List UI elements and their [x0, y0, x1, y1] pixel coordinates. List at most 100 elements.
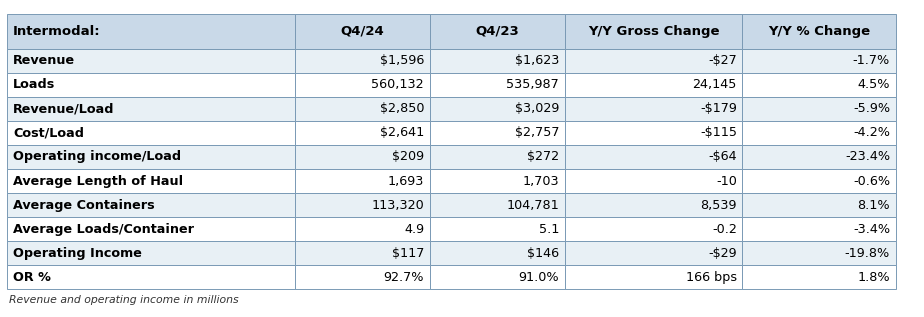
Text: -$179: -$179 [700, 102, 737, 115]
Bar [430, 217, 565, 241]
Text: 560,132: 560,132 [371, 78, 424, 91]
Text: Revenue: Revenue [13, 54, 75, 67]
Bar [743, 97, 895, 121]
Text: $209: $209 [392, 150, 424, 164]
Text: -0.2: -0.2 [712, 223, 737, 236]
Text: $1,623: $1,623 [515, 54, 559, 67]
Text: Operating income/Load: Operating income/Load [13, 150, 181, 164]
Bar [295, 169, 430, 193]
Bar [7, 145, 295, 169]
Text: 104,781: 104,781 [506, 198, 559, 212]
Bar [295, 217, 430, 241]
Bar [430, 97, 565, 121]
Text: Q4/23: Q4/23 [475, 25, 519, 38]
Bar [430, 121, 565, 145]
Bar [565, 217, 743, 241]
Text: $2,757: $2,757 [515, 126, 559, 139]
Text: $3,029: $3,029 [515, 102, 559, 115]
Text: $1,596: $1,596 [380, 54, 424, 67]
Bar [430, 241, 565, 265]
Bar [565, 145, 743, 169]
Bar [295, 73, 430, 97]
Bar [7, 73, 295, 97]
Text: -$27: -$27 [708, 54, 737, 67]
Text: $117: $117 [392, 247, 424, 260]
Text: 8.1%: 8.1% [857, 198, 890, 212]
Text: $146: $146 [527, 247, 559, 260]
Bar [565, 265, 743, 289]
Text: $272: $272 [527, 150, 559, 164]
Text: 92.7%: 92.7% [383, 271, 424, 284]
Bar [7, 49, 295, 73]
Bar [295, 121, 430, 145]
Bar [7, 169, 295, 193]
Bar [7, 241, 295, 265]
Bar [743, 49, 895, 73]
Bar [7, 217, 295, 241]
Text: Average Loads/Container: Average Loads/Container [13, 223, 194, 236]
Bar [565, 121, 743, 145]
Bar [565, 14, 743, 49]
Bar [7, 193, 295, 217]
Bar [430, 73, 565, 97]
Bar [430, 169, 565, 193]
Text: -23.4%: -23.4% [845, 150, 890, 164]
Text: 113,320: 113,320 [371, 198, 424, 212]
Text: Q4/24: Q4/24 [340, 25, 384, 38]
Bar [565, 241, 743, 265]
Text: -3.4%: -3.4% [853, 223, 890, 236]
Text: 4.5%: 4.5% [857, 78, 890, 91]
Bar [743, 121, 895, 145]
Bar [430, 265, 565, 289]
Bar [743, 217, 895, 241]
Text: Intermodal:: Intermodal: [13, 25, 101, 38]
Text: -4.2%: -4.2% [853, 126, 890, 139]
Bar [430, 145, 565, 169]
Text: $2,850: $2,850 [380, 102, 424, 115]
Bar [565, 169, 743, 193]
Bar [743, 193, 895, 217]
Bar [743, 169, 895, 193]
Text: 1,693: 1,693 [388, 174, 424, 188]
Bar [565, 97, 743, 121]
Text: 535,987: 535,987 [506, 78, 559, 91]
Bar [565, 193, 743, 217]
Bar [430, 193, 565, 217]
Text: 1,703: 1,703 [522, 174, 559, 188]
Bar [7, 121, 295, 145]
Bar [7, 265, 295, 289]
Text: 91.0%: 91.0% [518, 271, 559, 284]
Bar [7, 97, 295, 121]
Text: -5.9%: -5.9% [853, 102, 890, 115]
Text: -1.7%: -1.7% [853, 54, 890, 67]
Text: Revenue/Load: Revenue/Load [13, 102, 115, 115]
Text: 4.9: 4.9 [404, 223, 424, 236]
Text: 24,145: 24,145 [692, 78, 737, 91]
Bar [743, 241, 895, 265]
Text: -$64: -$64 [709, 150, 737, 164]
Bar [7, 14, 295, 49]
Text: Cost/Load: Cost/Load [13, 126, 84, 139]
Text: $2,641: $2,641 [380, 126, 424, 139]
Text: Revenue and operating income in millions: Revenue and operating income in millions [9, 295, 239, 305]
Text: -19.8%: -19.8% [845, 247, 890, 260]
Text: -$115: -$115 [699, 126, 737, 139]
Bar [743, 265, 895, 289]
Text: -0.6%: -0.6% [853, 174, 890, 188]
Bar [295, 241, 430, 265]
Text: Y/Y % Change: Y/Y % Change [768, 25, 870, 38]
Text: 8,539: 8,539 [700, 198, 737, 212]
Text: -10: -10 [716, 174, 737, 188]
Bar [743, 73, 895, 97]
Text: Loads: Loads [13, 78, 55, 91]
Bar [743, 14, 895, 49]
Bar [295, 265, 430, 289]
Bar [565, 73, 743, 97]
Bar [430, 49, 565, 73]
Bar [295, 145, 430, 169]
Text: -$29: -$29 [709, 247, 737, 260]
Text: 166 bps: 166 bps [686, 271, 737, 284]
Bar [295, 49, 430, 73]
Bar [295, 97, 430, 121]
Text: Y/Y Gross Change: Y/Y Gross Change [588, 25, 719, 38]
